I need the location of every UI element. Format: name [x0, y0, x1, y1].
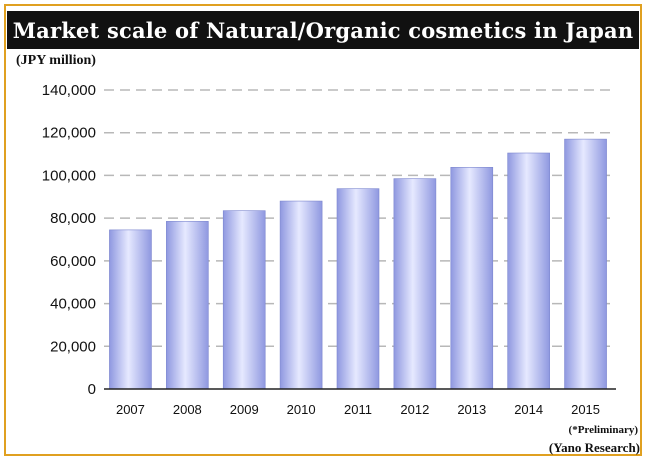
x-tick-label: 2013 [457, 402, 486, 417]
bar-2015 [564, 138, 607, 390]
bar-2012 [393, 178, 437, 390]
x-tick-label: 2009 [230, 402, 259, 417]
x-axis-ticks: 2007 2008 2009 2010 2011 2012 2013 2014 2015 [116, 402, 600, 417]
bar-2007 [109, 229, 152, 390]
bar-2008 [166, 221, 209, 390]
x-tick-label: 2014 [514, 402, 543, 417]
bars [109, 138, 607, 390]
bar-2010 [279, 200, 323, 390]
preliminary-note: (*Preliminary) [568, 424, 638, 436]
x-tick-label: 2015 [571, 402, 600, 417]
chart-title: Market scale of Natural/Organic cosmetic… [7, 11, 639, 49]
y-tick-label: 80,000 [50, 210, 96, 227]
y-axis-unit-label: (JPY million) [16, 53, 96, 68]
y-tick-label: 100,000 [42, 167, 96, 184]
y-tick-label: 20,000 [50, 338, 96, 355]
x-tick-label: 2011 [344, 402, 372, 417]
bar-2011 [336, 188, 380, 390]
y-tick-label: 40,000 [50, 296, 96, 313]
y-tick-label: 0 [88, 381, 96, 398]
bar-2014 [507, 152, 550, 390]
y-tick-label: 140,000 [42, 82, 96, 99]
x-tick-label: 2010 [287, 402, 316, 417]
source-label: (Yano Research) [548, 440, 640, 455]
x-tick-label: 2008 [173, 402, 202, 417]
y-tick-label: 60,000 [50, 253, 96, 270]
bar-2013 [450, 167, 494, 390]
x-tick-label: 2007 [116, 402, 145, 417]
bar-2009 [222, 210, 266, 390]
y-axis-ticks: 0 20,000 40,000 60,000 80,000 100,000 120,000 1… [42, 82, 96, 398]
x-tick-label: 2012 [400, 402, 429, 417]
y-tick-label: 120,000 [42, 125, 96, 142]
